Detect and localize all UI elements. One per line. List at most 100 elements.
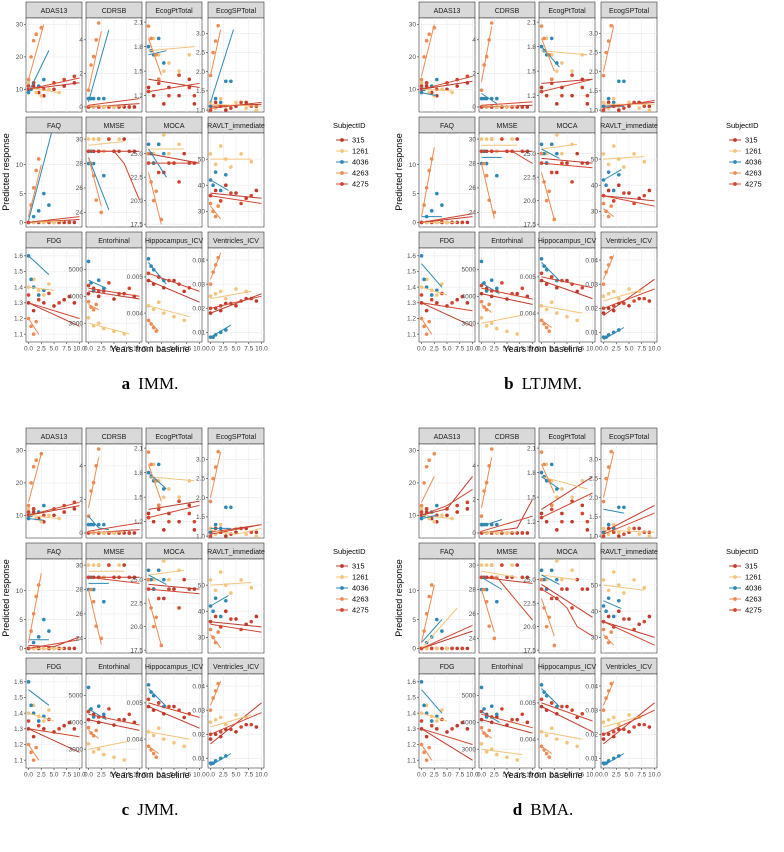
data-point-4263 (96, 447, 101, 451)
data-point-1261 (617, 722, 621, 727)
fit-line-4036 (88, 29, 110, 103)
data-point-4275 (560, 587, 564, 591)
data-point-4036 (162, 61, 166, 65)
data-point-4263 (604, 50, 608, 55)
fit-line-1261 (481, 570, 518, 578)
data-point-4036 (91, 587, 96, 592)
data-point-1261 (151, 36, 156, 41)
data-point-4036 (549, 568, 554, 573)
data-point-315 (213, 188, 218, 193)
y-tick-label: 1.8 (527, 470, 536, 477)
fit-line-1261 (148, 476, 195, 482)
data-point-4275 (455, 503, 459, 508)
x-tick-label: 0.0 (84, 772, 93, 779)
data-point-4036 (549, 462, 554, 467)
data-point-4036 (146, 142, 151, 147)
data-point-1261 (162, 495, 166, 499)
data-point-1261 (606, 717, 611, 722)
data-point-4263 (604, 476, 608, 481)
legend-marker-315 (340, 138, 344, 142)
data-point-4036 (156, 568, 161, 573)
data-point-1261 (112, 755, 116, 760)
y-tick-label: 5 (19, 617, 23, 624)
data-point-1261 (510, 563, 514, 567)
x-tick-label: 7.5 (62, 346, 71, 353)
fit-line-4263 (210, 252, 222, 280)
fit-line-1261 (541, 305, 583, 314)
x-tick-label: 7.5 (62, 772, 71, 779)
panel-strip-label: FAQ (440, 549, 455, 556)
data-point-4275 (560, 704, 564, 709)
y-tick-label: 22.5 (523, 174, 536, 181)
fit-line-315 (603, 195, 655, 202)
y-tick-label: 2 (79, 497, 83, 504)
y-tick-label: 1.5 (527, 68, 536, 75)
data-point-315 (192, 102, 197, 106)
x-tick-label: 5.0 (169, 346, 178, 353)
data-point-1261 (224, 722, 228, 727)
data-point-315 (187, 77, 192, 82)
y-tick-label: 28 (469, 161, 477, 168)
data-point-4036 (611, 188, 616, 193)
fit-line-4036 (541, 476, 560, 490)
data-point-4036 (86, 522, 91, 527)
data-point-1261 (47, 708, 51, 712)
fit-line-4275 (210, 712, 262, 735)
data-point-315 (224, 534, 228, 538)
data-point-1261 (627, 526, 631, 531)
data-point-4036 (213, 96, 218, 101)
data-point-315 (254, 299, 259, 303)
data-point-4275 (156, 170, 161, 175)
y-tick-label: 2.1 (527, 445, 536, 452)
data-point-4036 (479, 259, 484, 264)
data-point-4036 (102, 522, 106, 527)
data-point-4263 (427, 745, 431, 750)
panel-strip-label: CDRSB (102, 434, 127, 441)
data-point-4036 (484, 161, 489, 166)
data-point-1261 (560, 487, 564, 491)
data-point-1261 (249, 159, 254, 164)
fit-line-4275 (28, 728, 80, 738)
fit-line-4263 (28, 24, 45, 80)
legend-marker-1261 (733, 575, 737, 579)
data-point-4263 (34, 745, 38, 750)
y-tick-label: 10 (409, 87, 417, 94)
fit-line-4036 (541, 46, 560, 68)
data-point-4036 (429, 719, 434, 723)
data-point-4275 (36, 297, 41, 302)
fit-line-1261 (210, 714, 252, 728)
data-point-4263 (208, 201, 213, 206)
data-point-4275 (580, 711, 585, 716)
data-point-315 (435, 93, 439, 98)
panel-strip-label: MOCA (557, 549, 578, 556)
data-point-4263 (606, 465, 611, 469)
data-point-1261 (122, 758, 126, 762)
data-point-1261 (549, 52, 554, 57)
data-point-4036 (542, 577, 546, 582)
data-point-1261 (642, 159, 647, 164)
data-point-4036 (601, 604, 606, 608)
panel-ecogpttotal: EcogPtTotal 1.2 1.5 1.8 2.1 (134, 427, 203, 539)
y-tick-label: 0 (412, 220, 416, 227)
data-point-315 (429, 516, 434, 521)
data-point-4275 (107, 707, 111, 711)
data-point-315 (647, 614, 652, 619)
data-point-4263 (539, 151, 544, 156)
fit-line-4263 (603, 25, 615, 72)
data-point-1261 (218, 144, 223, 148)
fit-line-315 (603, 504, 655, 533)
fit-line-1261 (481, 314, 523, 324)
x-tick-label: 10.0 (73, 346, 86, 353)
data-point-4036 (617, 505, 621, 510)
data-point-4263 (151, 198, 156, 203)
data-point-315 (445, 730, 449, 734)
data-point-1261 (424, 277, 429, 282)
data-point-4275 (500, 563, 504, 567)
data-point-1261 (440, 513, 444, 518)
data-point-4263 (552, 643, 557, 648)
fit-line-315 (603, 621, 655, 638)
fit-line-4263 (28, 453, 42, 503)
fit-line-4263 (210, 451, 222, 498)
panel-strip-label: EcogPtTotal (548, 434, 586, 441)
data-point-4263 (213, 465, 218, 469)
